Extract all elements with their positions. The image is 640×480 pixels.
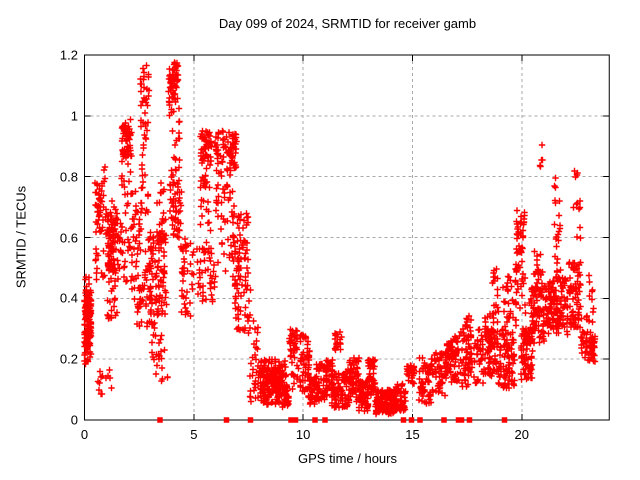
tick-marks — [84, 54, 610, 421]
scatter-points — [81, 59, 599, 418]
y-tick-label: 0.6 — [59, 230, 78, 245]
x-tick-label: 0 — [80, 427, 89, 442]
y-tick-label: 1 — [70, 108, 78, 124]
y-tick-label: 0 — [70, 412, 78, 428]
y-tick-label: 0.8 — [59, 169, 78, 185]
x-tick-label: 10 — [295, 427, 311, 442]
x-tick-label: 20 — [514, 427, 530, 442]
x-axis-label: GPS time / hours — [298, 451, 397, 466]
y-tick-label: 1.2 — [59, 47, 78, 63]
x-tick-label: 15 — [405, 427, 420, 442]
axis-flag-squares — [157, 417, 508, 423]
y-tick-label: 0.2 — [59, 351, 78, 367]
y-tick-label: 0.4 — [59, 290, 78, 306]
x-tick-label: 5 — [190, 427, 198, 442]
chart-title: Day 099 of 2024, SRMTID for receiver gam… — [218, 16, 477, 31]
